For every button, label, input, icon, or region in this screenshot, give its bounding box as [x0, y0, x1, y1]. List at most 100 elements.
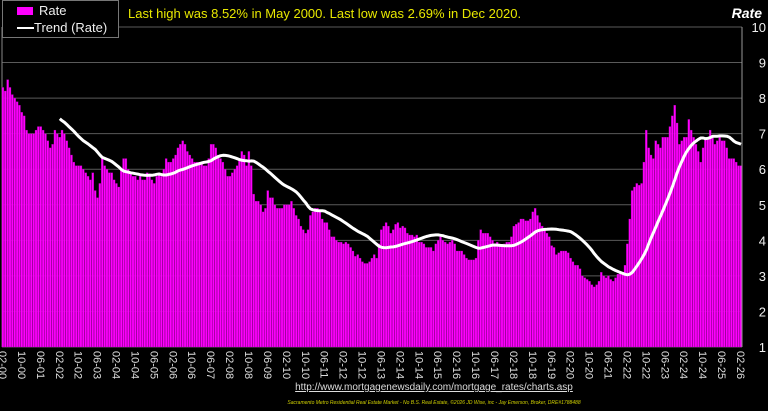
- rate-bar: [394, 224, 397, 348]
- rate-bar: [278, 208, 281, 348]
- rate-bar: [292, 208, 295, 348]
- rate-bar: [304, 233, 307, 348]
- rate-bar: [682, 137, 686, 348]
- rate-bar: [172, 158, 175, 348]
- rate-bar: [711, 137, 714, 348]
- rate-bar: [377, 243, 381, 348]
- rate-bar: [195, 161, 199, 348]
- rate-bar: [619, 272, 622, 348]
- rate-bar: [697, 151, 700, 348]
- rate-bar: [690, 129, 693, 348]
- x-tick-label: 02-02: [53, 351, 65, 379]
- rate-bar: [37, 126, 40, 348]
- rate-bar: [628, 218, 631, 348]
- rate-bar: [507, 241, 511, 348]
- rate-bar: [174, 154, 177, 348]
- rate-bar: [235, 165, 239, 348]
- rate-bar: [406, 233, 409, 348]
- rate-bar: [559, 250, 563, 348]
- rate-bar: [444, 241, 447, 348]
- rate-bar: [458, 250, 461, 348]
- rate-bar: [524, 220, 527, 348]
- rate-bar: [602, 275, 605, 348]
- rate-bar: [67, 147, 71, 348]
- rate-bar: [429, 247, 433, 348]
- rate-bar: [190, 158, 194, 348]
- rate-bar: [415, 234, 418, 348]
- rate-bar: [493, 243, 497, 348]
- rate-bar: [8, 87, 12, 348]
- legend-label-rate: Rate: [39, 3, 67, 18]
- rate-bar: [448, 241, 452, 348]
- rate-bar: [574, 265, 577, 348]
- x-tick-label: 02-18: [507, 351, 519, 379]
- rate-bar: [205, 165, 208, 348]
- rate-bar: [562, 250, 565, 348]
- x-tick-label: 02-16: [450, 351, 462, 379]
- rate-bar: [15, 101, 19, 348]
- rate-bar: [49, 147, 52, 348]
- rate-bar: [13, 97, 16, 348]
- rate-bar: [607, 275, 610, 348]
- rate-bar: [155, 176, 158, 348]
- rate-bar: [725, 147, 728, 348]
- legend-item-trend: Trend (Rate): [17, 20, 107, 35]
- y-tick-label: 5: [759, 198, 766, 213]
- rate-bar: [649, 154, 653, 348]
- rate-bar: [131, 176, 135, 348]
- rate-bar: [439, 236, 442, 348]
- rate-bar: [89, 179, 92, 348]
- x-tick-label: 10-14: [412, 351, 424, 379]
- rate-bar: [401, 225, 404, 348]
- rate-bar: [96, 197, 99, 348]
- x-tick-label: 06-07: [204, 351, 216, 379]
- rate-bar: [84, 172, 87, 348]
- rate-bar: [297, 218, 300, 348]
- rate-bar: [318, 211, 322, 348]
- rate-bar: [701, 147, 705, 348]
- rate-bar: [323, 222, 326, 348]
- rate-bar: [621, 272, 624, 348]
- x-tick-label: 10-18: [526, 351, 538, 379]
- rate-bar: [604, 277, 608, 348]
- rate-bar: [287, 204, 291, 348]
- y-tick-label: 4: [759, 233, 766, 248]
- rate-bar: [231, 172, 234, 348]
- rate-bar: [522, 218, 525, 348]
- rate-bar: [27, 133, 31, 348]
- y-tick-label: 2: [759, 304, 766, 319]
- rate-bar: [664, 137, 667, 348]
- rate-bar: [541, 225, 544, 348]
- rate-bar: [496, 241, 499, 348]
- rate-bar: [4, 90, 7, 348]
- x-tick-label: 02-08: [223, 351, 235, 379]
- source-link[interactable]: http://www.mortgagenewsdaily.com/mortgag…: [295, 382, 573, 393]
- y-tick-label: 3: [759, 269, 766, 284]
- rate-bar: [306, 229, 310, 348]
- rate-bar: [198, 161, 201, 348]
- rate-bar: [531, 211, 534, 348]
- rate-bar: [23, 115, 26, 348]
- rate-bar: [600, 272, 603, 348]
- x-tick-label: 02-26: [734, 351, 746, 379]
- rate-bar: [498, 243, 501, 348]
- x-tick-label: 10-06: [185, 351, 197, 379]
- rate-bar: [425, 247, 428, 348]
- rate-bar: [138, 176, 142, 348]
- x-tick-label: 06-15: [431, 351, 443, 379]
- x-tick-label: 10-04: [128, 351, 140, 379]
- rate-bar: [661, 137, 664, 348]
- rate-bar: [526, 220, 530, 348]
- rate-bar: [112, 179, 116, 348]
- rate-bar: [70, 154, 73, 348]
- x-tick-label: 06-25: [715, 351, 727, 379]
- rate-bar: [441, 240, 445, 348]
- rate-bar: [387, 225, 390, 348]
- rate-bar: [645, 129, 648, 348]
- y-tick-label: 10: [752, 20, 766, 35]
- rate-bar: [569, 257, 572, 348]
- rate-bar: [302, 229, 305, 348]
- rate-bar: [6, 79, 9, 348]
- rate-bar: [533, 208, 537, 348]
